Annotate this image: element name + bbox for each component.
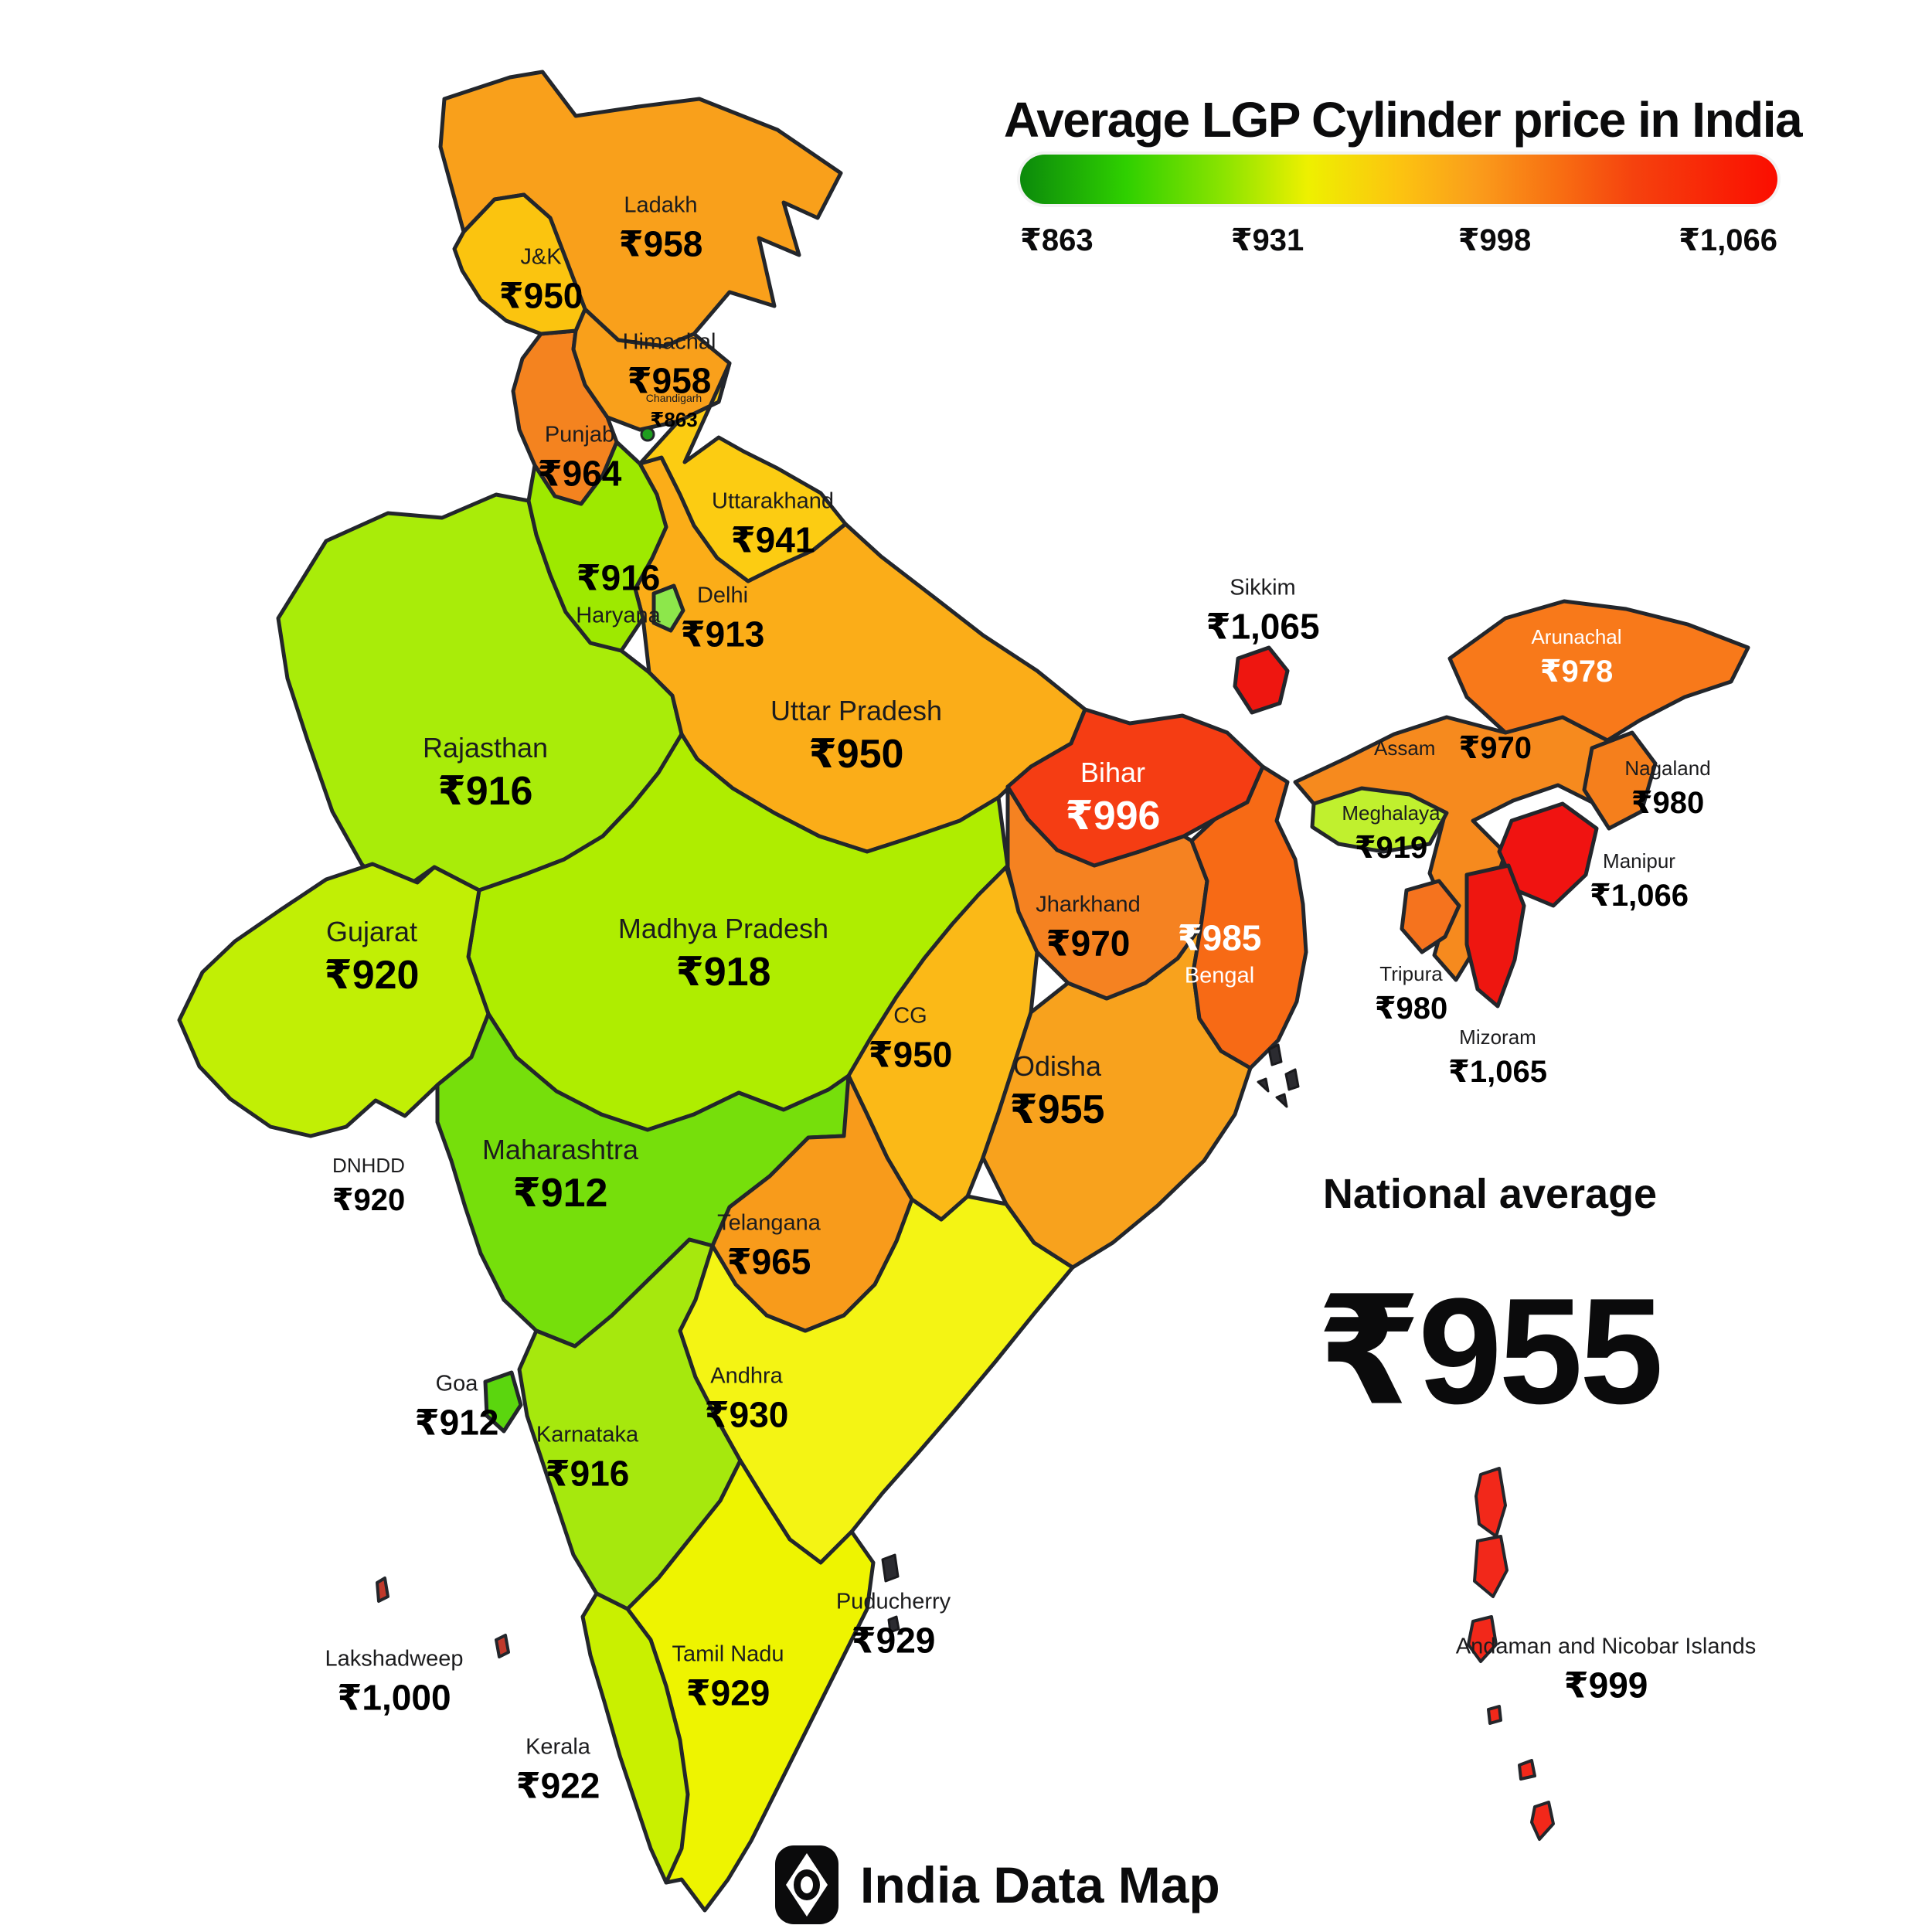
- state-sikkim-shape: [1233, 645, 1290, 715]
- footer-brand: India Data Map: [775, 1845, 1220, 1924]
- bengal-delta-specks: [1257, 1043, 1300, 1108]
- national-average-block: National average: [1323, 1170, 1657, 1218]
- label-sikkim: Sikkim ₹1,065: [1206, 575, 1320, 647]
- label-puducherry: Puducherry ₹929: [835, 1589, 951, 1661]
- label-himachal: Himachal ₹958: [622, 329, 716, 401]
- state-telangana-shape: [710, 1073, 914, 1333]
- label-manipur: Manipur ₹1,066: [1590, 849, 1689, 913]
- legend-tick-min: ₹863: [1020, 223, 1094, 257]
- state-arunachal-shape: [1447, 599, 1750, 743]
- legend-ticks: ₹863 ₹931 ₹998 ₹1,066: [1020, 223, 1777, 261]
- label-mizoram: Mizoram ₹1,065: [1448, 1026, 1547, 1089]
- label-gujarat: Gujarat ₹920: [324, 916, 420, 998]
- state-nagaland-shape: [1582, 730, 1658, 831]
- state-gujarat-shape: [177, 862, 491, 1138]
- label-rajasthan: Rajasthan ₹916: [422, 732, 549, 814]
- label-andhra: Andhra ₹930: [704, 1363, 789, 1435]
- state-bihar-shape: [1005, 707, 1265, 868]
- puducherry-coast-specks: [881, 1553, 900, 1634]
- label-odisha: Odisha ₹955: [1009, 1050, 1105, 1132]
- state-tripura-shape: [1400, 879, 1461, 954]
- label-maharashtra: Maharashtra ₹912: [481, 1134, 639, 1216]
- label-lakshadweep: Lakshadweep ₹1,000: [325, 1646, 464, 1718]
- state-bengal-shape: [1189, 764, 1308, 1070]
- andaman-islands-group: [1467, 1467, 1555, 1841]
- state-manipur-shape: [1497, 801, 1599, 908]
- state-delhi-shape: [651, 583, 685, 633]
- label-up: Uttar Pradesh ₹950: [770, 695, 943, 777]
- label-dnhdd: DNHDD ₹920: [332, 1154, 406, 1217]
- map-pin-diamond-icon: [775, 1845, 838, 1924]
- label-delhi: Delhi ₹913: [680, 583, 765, 655]
- label-jharkhand: Jharkhand ₹970: [1036, 892, 1141, 964]
- state-kerala-shape: [580, 1591, 690, 1885]
- label-andaman: Andaman and Nicobar Islands ₹999: [1455, 1634, 1757, 1706]
- label-karnataka: Karnataka ₹916: [536, 1422, 639, 1494]
- label-assam: Assam ₹970: [1373, 731, 1532, 765]
- lakshadweep-islands-group: [376, 1577, 510, 1658]
- label-ladakh: Ladakh ₹958: [618, 192, 703, 264]
- label-uttarakhand: Uttarakhand ₹941: [712, 488, 834, 560]
- page-title: Average LGP Cylinder price in India: [1003, 91, 1803, 148]
- legend-tick-2: ₹931: [1230, 223, 1304, 257]
- state-jk-shape: [452, 192, 587, 336]
- chandigarh-dot: [640, 427, 655, 442]
- label-arunachal: Arunachal ₹978: [1531, 625, 1622, 689]
- legend-tick-3: ₹998: [1458, 223, 1532, 257]
- state-meghalaya-shape: [1310, 786, 1449, 854]
- label-nagaland: Nagaland ₹980: [1624, 757, 1711, 820]
- brand-name: India Data Map: [860, 1856, 1220, 1913]
- national-average-label: National average: [1322, 1171, 1658, 1217]
- label-meghalaya: Meghalaya ₹919: [1342, 801, 1440, 865]
- label-mp: Madhya Pradesh ₹918: [617, 913, 829, 995]
- label-cg: CG ₹950: [868, 1003, 953, 1075]
- label-chandigarh: Chandigarh ₹863: [645, 392, 702, 431]
- national-average-value: ₹955: [1316, 1267, 1663, 1436]
- label-tamilnadu: Tamil Nadu ₹929: [672, 1641, 784, 1713]
- state-goa-shape: [483, 1370, 523, 1434]
- legend-gradient-bar: [1020, 155, 1777, 204]
- label-goa: Goa ₹912: [414, 1371, 499, 1443]
- legend-tick-max: ₹1,066: [1679, 223, 1777, 257]
- label-tripura: Tripura ₹980: [1374, 962, 1448, 1026]
- label-telangana: Telangana ₹965: [717, 1210, 821, 1282]
- state-mizoram-shape: [1464, 863, 1526, 1009]
- state-uttarakhand-shape: [638, 361, 848, 583]
- label-punjab: Punjab ₹964: [537, 422, 622, 494]
- label-kerala: Kerala ₹922: [515, 1734, 600, 1806]
- label-jk: J&K ₹950: [498, 244, 583, 316]
- label-bengal: ₹985 Bengal: [1177, 917, 1262, 988]
- label-bihar: Bihar ₹996: [1065, 757, 1161, 838]
- label-haryana: ₹916 Haryana: [576, 557, 661, 628]
